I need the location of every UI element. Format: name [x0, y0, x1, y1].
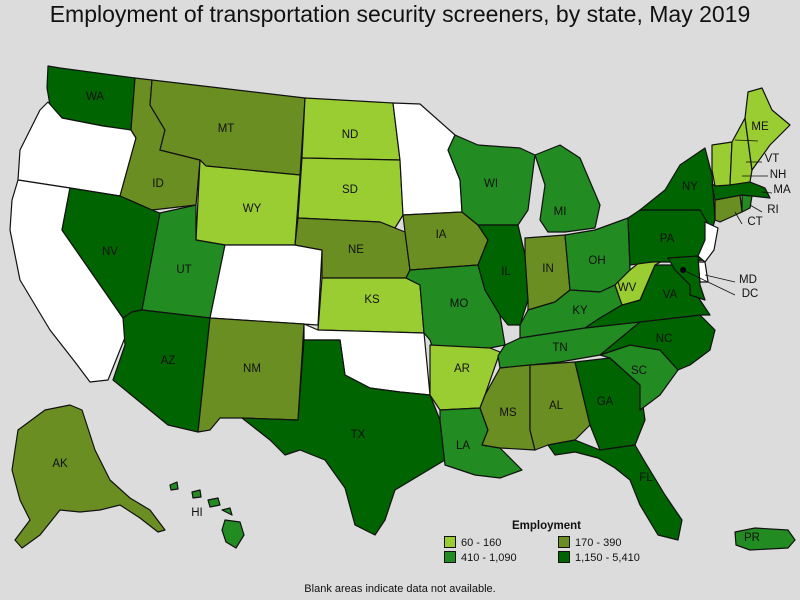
state-VT[interactable] [711, 141, 733, 187]
legend-item-60-160: 60 - 160 [444, 536, 501, 550]
state-label-NC: NC [656, 333, 673, 345]
legend-swatch [444, 536, 456, 549]
state-label-PA: PA [660, 233, 675, 245]
legend-item-410-1090: 410 - 1,090 [444, 551, 517, 565]
legend-title: Employment [512, 520, 582, 532]
state-label-WY: WY [243, 203, 262, 215]
state-label-IN: IN [542, 263, 554, 275]
state-label-KS: KS [364, 294, 380, 306]
state-label-AK: AK [52, 458, 68, 470]
state-label-VA: VA [663, 289, 678, 301]
state-label-ND: ND [342, 129, 359, 141]
state-RI[interactable] [741, 194, 753, 213]
state-label-TX: TX [351, 429, 366, 441]
state-label-AL: AL [549, 400, 564, 412]
state-label-NH: NH [770, 169, 787, 181]
state-CO[interactable] [209, 244, 323, 326]
state-label-DC: DC [742, 288, 759, 300]
state-label-WA: WA [86, 91, 104, 103]
state-MI[interactable] [534, 144, 601, 233]
legend-item-170-390: 170 - 390 [558, 536, 621, 550]
state-label-KY: KY [572, 305, 588, 317]
state-label-RI: RI [767, 204, 779, 216]
state-label-CT: CT [747, 216, 762, 228]
state-label-SC: SC [631, 365, 647, 377]
state-label-ME: ME [751, 121, 769, 133]
state-label-HI: HI [191, 507, 203, 519]
state-label-AZ: AZ [161, 355, 176, 367]
state-PR[interactable] [734, 527, 796, 551]
map-title: Employment of transportation security sc… [49, 1, 751, 27]
state-label-UT: UT [176, 264, 191, 276]
legend-swatch [558, 551, 570, 564]
state-IL[interactable] [477, 224, 529, 326]
state-label-IA: IA [436, 229, 447, 241]
state-AK[interactable] [11, 404, 166, 549]
footnote: Blank areas indicate data not available. [304, 583, 496, 595]
state-label-AR: AR [454, 363, 470, 375]
state-AZ[interactable] [112, 309, 211, 433]
state-label-OH: OH [588, 255, 605, 267]
legend-swatch [558, 536, 570, 549]
legend-item-1150-5410: 1,150 - 5,410 [558, 551, 640, 565]
state-label-FL: FL [639, 472, 653, 484]
state-MA[interactable] [711, 181, 771, 201]
state-NM[interactable] [197, 317, 305, 433]
state-label-PR: PR [744, 532, 760, 544]
state-label-MS: MS [499, 407, 517, 419]
state-MD[interactable] [667, 255, 706, 301]
state-label-GA: GA [597, 396, 614, 408]
state-FL[interactable] [547, 439, 683, 541]
state-label-NV: NV [102, 246, 118, 258]
state-label-MD: MD [739, 274, 757, 286]
state-label-NM: NM [243, 363, 261, 375]
state-label-MO: MO [450, 298, 469, 310]
state-HI[interactable] [169, 481, 245, 549]
state-label-NE: NE [348, 244, 364, 256]
state-label-MA: MA [773, 184, 791, 196]
state-label-MI: MI [554, 206, 567, 218]
state-label-WV: WV [618, 282, 637, 294]
state-label-NY: NY [682, 181, 698, 193]
legend-swatch [444, 551, 456, 564]
state-TX[interactable] [241, 339, 446, 536]
state-label-VT: VT [765, 153, 780, 165]
state-label-LA: LA [456, 440, 470, 452]
state-label-TN: TN [552, 342, 567, 354]
state-label-MT: MT [218, 123, 235, 135]
state-NY[interactable] [639, 147, 716, 231]
callout-lines [682, 139, 773, 296]
state-ME[interactable] [744, 87, 791, 171]
state-label-ID: ID [152, 178, 164, 190]
state-label-SD: SD [342, 184, 358, 196]
state-label-IL: IL [501, 266, 511, 278]
state-label-WI: WI [484, 178, 498, 190]
